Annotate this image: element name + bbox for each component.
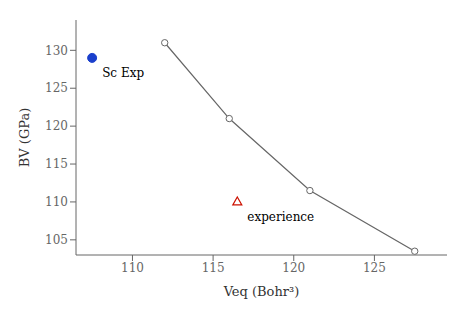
svg-text:120: 120: [282, 261, 305, 275]
svg-text:105: 105: [45, 233, 68, 247]
svg-text:110: 110: [45, 195, 68, 209]
svg-text:125: 125: [45, 81, 68, 95]
svg-text:Sc Exp: Sc Exp: [102, 66, 144, 80]
svg-text:Veq (Bohr³): Veq (Bohr³): [223, 284, 300, 299]
svg-text:115: 115: [202, 261, 225, 275]
svg-text:experience: experience: [247, 210, 314, 224]
svg-text:130: 130: [45, 44, 68, 58]
svg-text:125: 125: [363, 261, 386, 275]
svg-text:BV (GPa): BV (GPa): [17, 108, 32, 168]
svg-text:110: 110: [121, 261, 144, 275]
svg-text:115: 115: [45, 157, 68, 171]
svg-text:120: 120: [45, 119, 68, 133]
